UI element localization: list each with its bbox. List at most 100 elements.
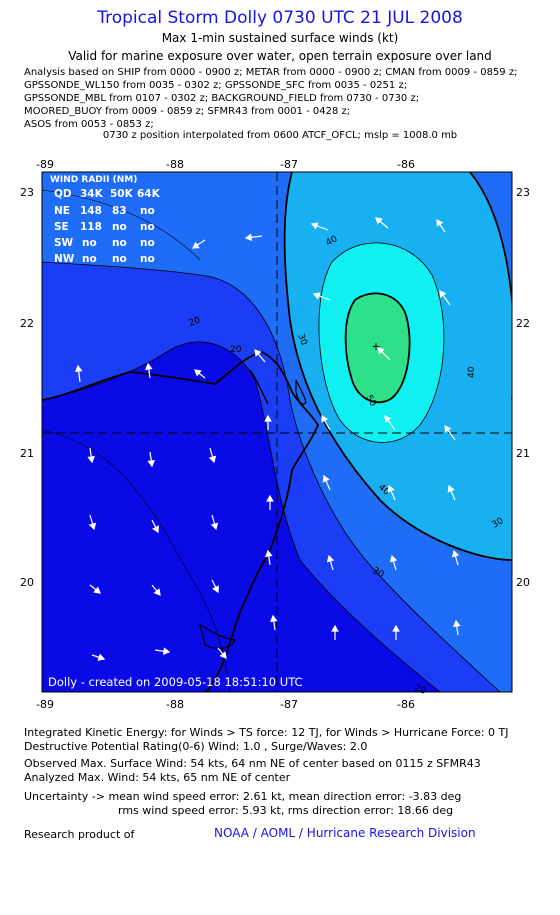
wind-vector-head [444,425,452,433]
lat-tick-right: 23 [516,186,530,199]
lon-tick-top: -88 [166,158,184,171]
wind-vector-head [152,525,159,534]
contour-label: 20 [188,315,202,328]
wind-vector-head [162,647,171,655]
wind-radii-header: 50K [110,188,134,200]
lon-tick-bottom: -87 [280,698,298,710]
footer-analyzed-max: Analyzed Max. Wind: 54 kts, 65 nm NE of … [24,771,291,784]
wind-vector-head [322,474,330,483]
wind-vector-head [326,554,335,563]
analysis-line: GPSSONDE_WL150 from 0035 - 0302 z; GPSSO… [24,80,408,91]
wind-vector-head [389,554,398,563]
contour-line-20 [42,341,441,692]
coastline [199,623,236,649]
lat-tick-left: 22 [20,317,34,330]
analysis-line: GPSSONDE_MBL from 0107 - 0302 z; BACKGRO… [24,93,420,104]
wind-vector-head [244,233,253,242]
wind-vector-head [266,494,274,502]
wind-vector-head [453,619,461,628]
wind-radii-cell: no [140,205,155,217]
contour-label: 40 [467,366,477,378]
wind-vector-head [254,349,262,357]
wind-radii-cell: NW [54,253,75,265]
wind-radii-cell: 148 [80,205,102,217]
lat-tick-left: 21 [20,447,34,460]
wind-radii-header: QD [54,188,72,200]
map-credit: Dolly - created on 2009-05-18 18:51:10 U… [48,675,303,689]
contour-line-20 [42,189,201,261]
wind-vectors [74,217,461,661]
map-subtitle-exposure: Valid for marine exposure over water, op… [68,49,492,63]
wind-vector-head [387,484,395,493]
lon-tick-bottom: -89 [36,698,54,710]
wind-radii-title: WIND RADII (NM) [50,175,137,185]
storm-center-marker: + [371,340,380,353]
wind-vector-head [436,218,444,227]
wind-vector-head [451,549,460,558]
wind-radii-cell: no [82,253,97,265]
wind-vector-head [210,522,219,531]
contour-label: 20 [413,683,427,696]
wind-radii-cell: no [140,237,155,249]
wind-radii-table: WIND RADII (NM) QD 34K 50K 64K NE 148 83… [50,175,161,265]
wind-radii-cell: no [140,253,155,265]
wind-vector-head [93,586,101,594]
lon-tick-bottom: -88 [166,698,184,710]
lon-tick-top: -87 [280,158,298,171]
wind-vector-head [208,455,217,464]
contour-label: 30 [295,333,308,347]
wind-vector-head [87,455,95,464]
analysis-line: MOORED_BUOY from 0009 - 0859 z; SFMR43 f… [24,106,351,117]
wind-radii-header: 64K [137,188,161,200]
wind-radii-cell: SW [54,237,74,249]
contour-line-30 [42,261,501,692]
map-title: Tropical Storm Dolly 0730 UTC 21 JUL 200… [97,8,463,28]
lon-tick-top: -86 [397,158,415,171]
analysis-line: ASOS from 0053 - 0853 z; [24,119,154,130]
wind-radii-cell: SE [54,221,69,233]
contour-line-40 [318,242,445,443]
contour-line-inner [42,429,231,692]
wind-radii-cell: 83 [112,205,127,217]
wind-vector-head [310,222,319,230]
wind-vector-head [212,585,219,594]
analysis-line: Analysis based on SHIP from 0000 - 0900 … [24,67,518,78]
wind-vector-head [321,414,329,423]
lat-tick-right: 20 [516,576,530,589]
wind-vector-head [74,364,83,373]
wind-radii-cell: no [112,221,127,233]
wind-vector-head [312,292,321,300]
wind-vector-head [447,484,455,493]
wind-vector-head [191,241,200,249]
contour-line-34kt [469,172,512,400]
wind-vector-head [97,653,106,661]
wind-radii-cell: NE [54,205,70,217]
map-subtitle-units: Max 1-min sustained surface winds (kt) [161,31,399,45]
research-label: Research product of [24,828,135,841]
wind-vector-head [147,459,155,468]
wind-vector-head [375,217,383,225]
wind-radii-cell: no [82,237,97,249]
lon-tick-top: -89 [36,158,54,171]
wind-vector-head [153,588,161,596]
wind-vector-head [392,624,400,632]
noaa-credit: NOAA / AOML / Hurricane Research Divisio… [214,826,476,840]
wind-vector-head [219,651,227,659]
wind-radii-cell: no [112,253,127,265]
wind-vector-head [384,415,392,423]
wind-vector-head [264,414,272,422]
wind-vector-head [145,362,153,371]
lat-tick-left: 20 [20,576,34,589]
footer-ike: Integrated Kinetic Energy: for Winds > T… [24,726,509,739]
wind-vector-head [377,347,385,355]
wind-vector-head [439,290,447,298]
footer-uncertainty-mean: Uncertainty -> mean wind speed error: 2.… [24,790,462,803]
footer-uncertainty-rms: rms wind speed error: 5.93 kt, rms direc… [118,804,454,817]
position-note: 0730 z position interpolated from 0600 A… [102,130,458,141]
lat-tick-right: 21 [516,447,530,460]
footer-observed-max: Observed Max. Surface Wind: 54 kts, 64 n… [24,757,481,770]
wind-vector-head [88,522,97,531]
wind-radii-cell: no [140,221,155,233]
plot-frame [41,171,513,693]
lon-tick-bottom: -86 [397,698,415,710]
